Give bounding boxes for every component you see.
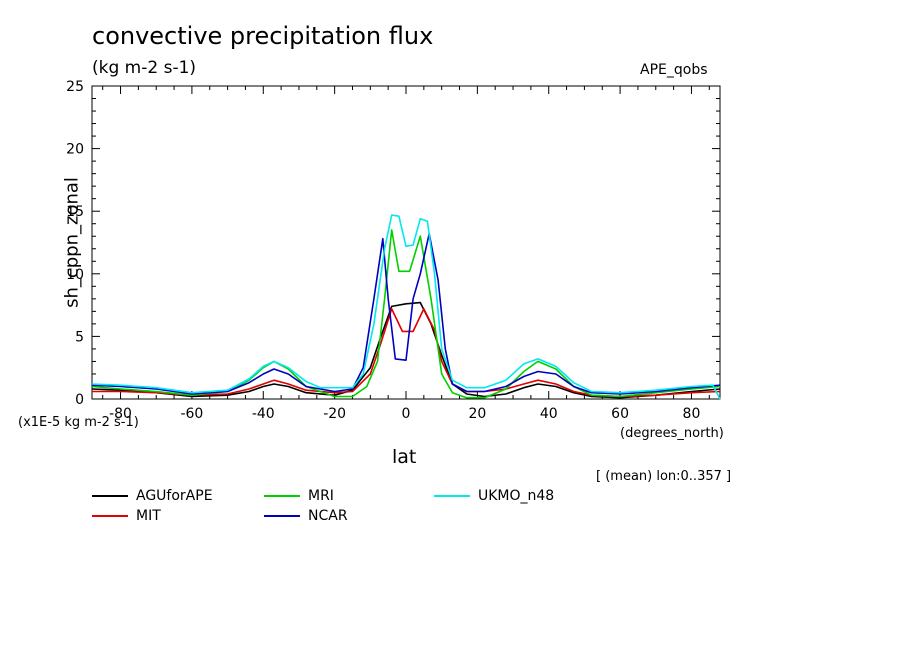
y-tick-label: 0 [75,392,84,408]
x-tick-label: -20 [323,406,346,422]
legend-swatch [264,515,300,517]
x-axis-units: (degrees_north) [620,426,724,441]
legend-swatch [264,495,300,497]
chart-title: convective precipitation flux [92,22,434,50]
legend-item: MIT [92,508,161,524]
legend-item: MRI [264,488,334,504]
legend-swatch [434,495,470,497]
legend-item: UKMO_n48 [434,488,554,504]
legend-item: AGUforAPE [92,488,213,504]
x-axis-label: lat [392,446,417,468]
x-tick-label: -40 [252,406,275,422]
y-tick-label: 25 [66,79,84,95]
legend-label: MRI [308,488,334,504]
series-line-mit [92,308,721,398]
x-tick-label: -80 [109,406,132,422]
x-tick-label: 60 [611,406,629,422]
y-tick-label: 5 [75,329,84,345]
x-tick-label: -60 [180,406,203,422]
legend-label: MIT [136,508,161,524]
legend-label: NCAR [308,508,348,524]
x-tick-label: 40 [540,406,558,422]
series-line-ukmo_n48 [91,214,721,400]
y-tick-label: 10 [66,267,84,283]
units-label: (kg m-2 s-1) [92,58,197,78]
x-tick-label: 20 [468,406,486,422]
series-line-ncar [91,232,721,395]
y-tick-label: 15 [66,204,84,220]
experiment-label: APE_qobs [640,62,708,78]
plot-frame [91,85,721,400]
x-tick-label: 0 [402,406,411,422]
legend-label: UKMO_n48 [478,488,555,504]
y-tick-label: 20 [66,142,84,158]
legend-label: AGUforAPE [136,488,213,504]
legend-swatch [92,515,128,517]
x-tick-label: 80 [683,406,701,422]
legend-item: NCAR [264,508,348,524]
legend-swatch [92,495,128,497]
series-line-mri [91,229,721,399]
scale-note: (x1E-5 kg m-2 s-1) [18,415,139,430]
aggregation-note: [ (mean) lon:0..357 ] [596,469,732,484]
series-line-aguforape [91,301,721,399]
